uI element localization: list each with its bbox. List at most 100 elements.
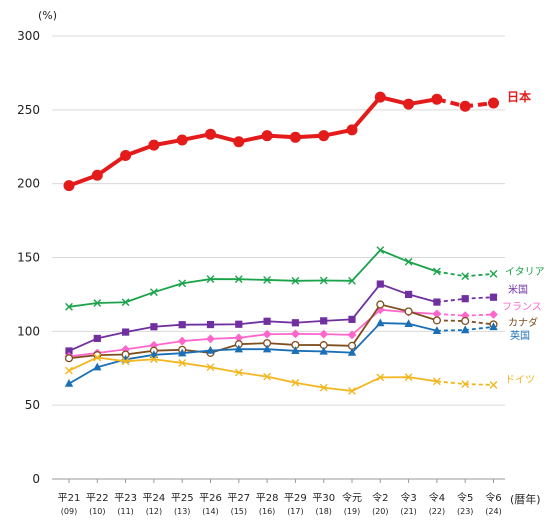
x-tick-year: (10)	[89, 507, 105, 516]
data-point	[263, 372, 271, 381]
data-point-stroke	[348, 387, 356, 395]
data-point	[148, 139, 160, 151]
data-point-stroke	[234, 275, 243, 284]
x-tick-year: (20)	[372, 507, 388, 516]
data-point	[461, 325, 470, 334]
data-point	[121, 357, 130, 366]
x-tick-year: (19)	[344, 507, 360, 516]
x-tick-year: (21)	[400, 507, 416, 516]
data-point-stroke	[263, 276, 271, 284]
data-point	[206, 345, 215, 354]
data-point	[318, 130, 330, 142]
data-point	[291, 319, 299, 327]
data-point-stroke	[404, 257, 413, 266]
data-point	[376, 280, 384, 288]
data-point-stroke	[150, 355, 158, 364]
data-point	[176, 134, 188, 146]
data-point	[489, 322, 498, 331]
data-point	[91, 169, 103, 181]
data-point	[64, 379, 74, 387]
data-point	[234, 368, 243, 377]
data-point	[488, 97, 499, 109]
data-point	[178, 321, 186, 329]
data-point-stroke	[291, 276, 300, 285]
data-point-stroke	[433, 377, 441, 386]
data-point-stroke	[121, 357, 130, 366]
data-point	[376, 318, 385, 327]
data-point	[346, 124, 358, 136]
y-tick-label: 150	[17, 251, 40, 265]
legend-label-フランス: フランス	[502, 301, 542, 313]
x-tick-year: (09)	[61, 507, 77, 516]
series-line-solid	[68, 303, 438, 360]
y-tick-label: 300	[17, 29, 40, 43]
data-point	[206, 334, 215, 344]
data-point	[177, 336, 187, 346]
y-tick-label: 50	[25, 398, 40, 412]
legend-label-米国: 米国	[508, 283, 528, 296]
data-point	[319, 329, 329, 339]
data-point	[93, 362, 102, 371]
legend-label-ドイツ: ドイツ	[505, 375, 535, 386]
data-point-stroke	[319, 383, 328, 392]
x-tick-label: 平30	[312, 493, 335, 504]
series-カナダ	[64, 300, 498, 363]
series-line-solid	[68, 249, 438, 308]
data-point	[263, 276, 271, 284]
data-point	[261, 130, 273, 142]
legend-label-カナダ: カナダ	[508, 316, 538, 329]
x-tick-label: 平24	[143, 493, 166, 504]
data-point	[206, 363, 215, 372]
data-point-stroke	[178, 279, 187, 288]
data-point	[64, 354, 74, 363]
y-tick-label: 100	[17, 324, 40, 338]
data-point-stroke	[206, 275, 215, 283]
data-point	[291, 378, 300, 387]
series-英国	[64, 318, 498, 387]
data-point	[63, 180, 75, 192]
x-axis: (暦年) 平21 (09) 平22 (10) 平23 (11) 平24 (12) 平25 (13)…	[58, 479, 541, 516]
data-point-stroke	[489, 381, 498, 389]
x-tick-year: (17)	[287, 507, 303, 516]
data-point	[461, 272, 470, 281]
data-point-stroke	[93, 353, 102, 362]
data-point	[122, 328, 130, 336]
x-tick-label: 令4	[429, 491, 445, 504]
data-point-stroke	[319, 276, 328, 285]
data-point	[234, 333, 244, 343]
x-tick-year: (22)	[429, 507, 445, 516]
data-point	[93, 353, 102, 362]
data-point	[489, 269, 498, 278]
series-ドイツ	[65, 353, 498, 395]
data-point	[178, 348, 187, 357]
data-point	[461, 295, 469, 303]
data-point	[150, 355, 158, 364]
data-point-stroke	[150, 288, 158, 297]
data-point	[263, 317, 271, 325]
data-point	[65, 302, 73, 311]
data-point-stroke	[206, 363, 215, 372]
x-tick-label: 令元	[342, 491, 362, 504]
x-tick-year: (18)	[315, 507, 331, 516]
x-tick-label: 令3	[400, 491, 416, 504]
data-point-stroke	[433, 267, 441, 276]
x-tick-label: 令6	[485, 491, 501, 504]
data-point	[65, 366, 73, 375]
data-point	[489, 310, 498, 319]
x-tick-label: 平27	[227, 493, 250, 504]
data-point	[404, 319, 413, 328]
x-tick-year: (24)	[485, 507, 501, 516]
series-line-solid	[68, 308, 437, 358]
series-line-solid	[68, 322, 438, 385]
data-point	[233, 136, 245, 148]
data-point	[205, 128, 216, 140]
y-tick-label: 0	[32, 472, 40, 486]
series-米国	[65, 280, 498, 355]
x-tick-label: 平22	[86, 493, 109, 504]
data-point	[405, 290, 413, 299]
data-point-stroke	[65, 302, 73, 311]
data-point-stroke	[348, 276, 356, 285]
x-tick-year: (13)	[174, 507, 190, 516]
data-point	[320, 317, 328, 325]
x-tick-year: (11)	[117, 507, 133, 516]
